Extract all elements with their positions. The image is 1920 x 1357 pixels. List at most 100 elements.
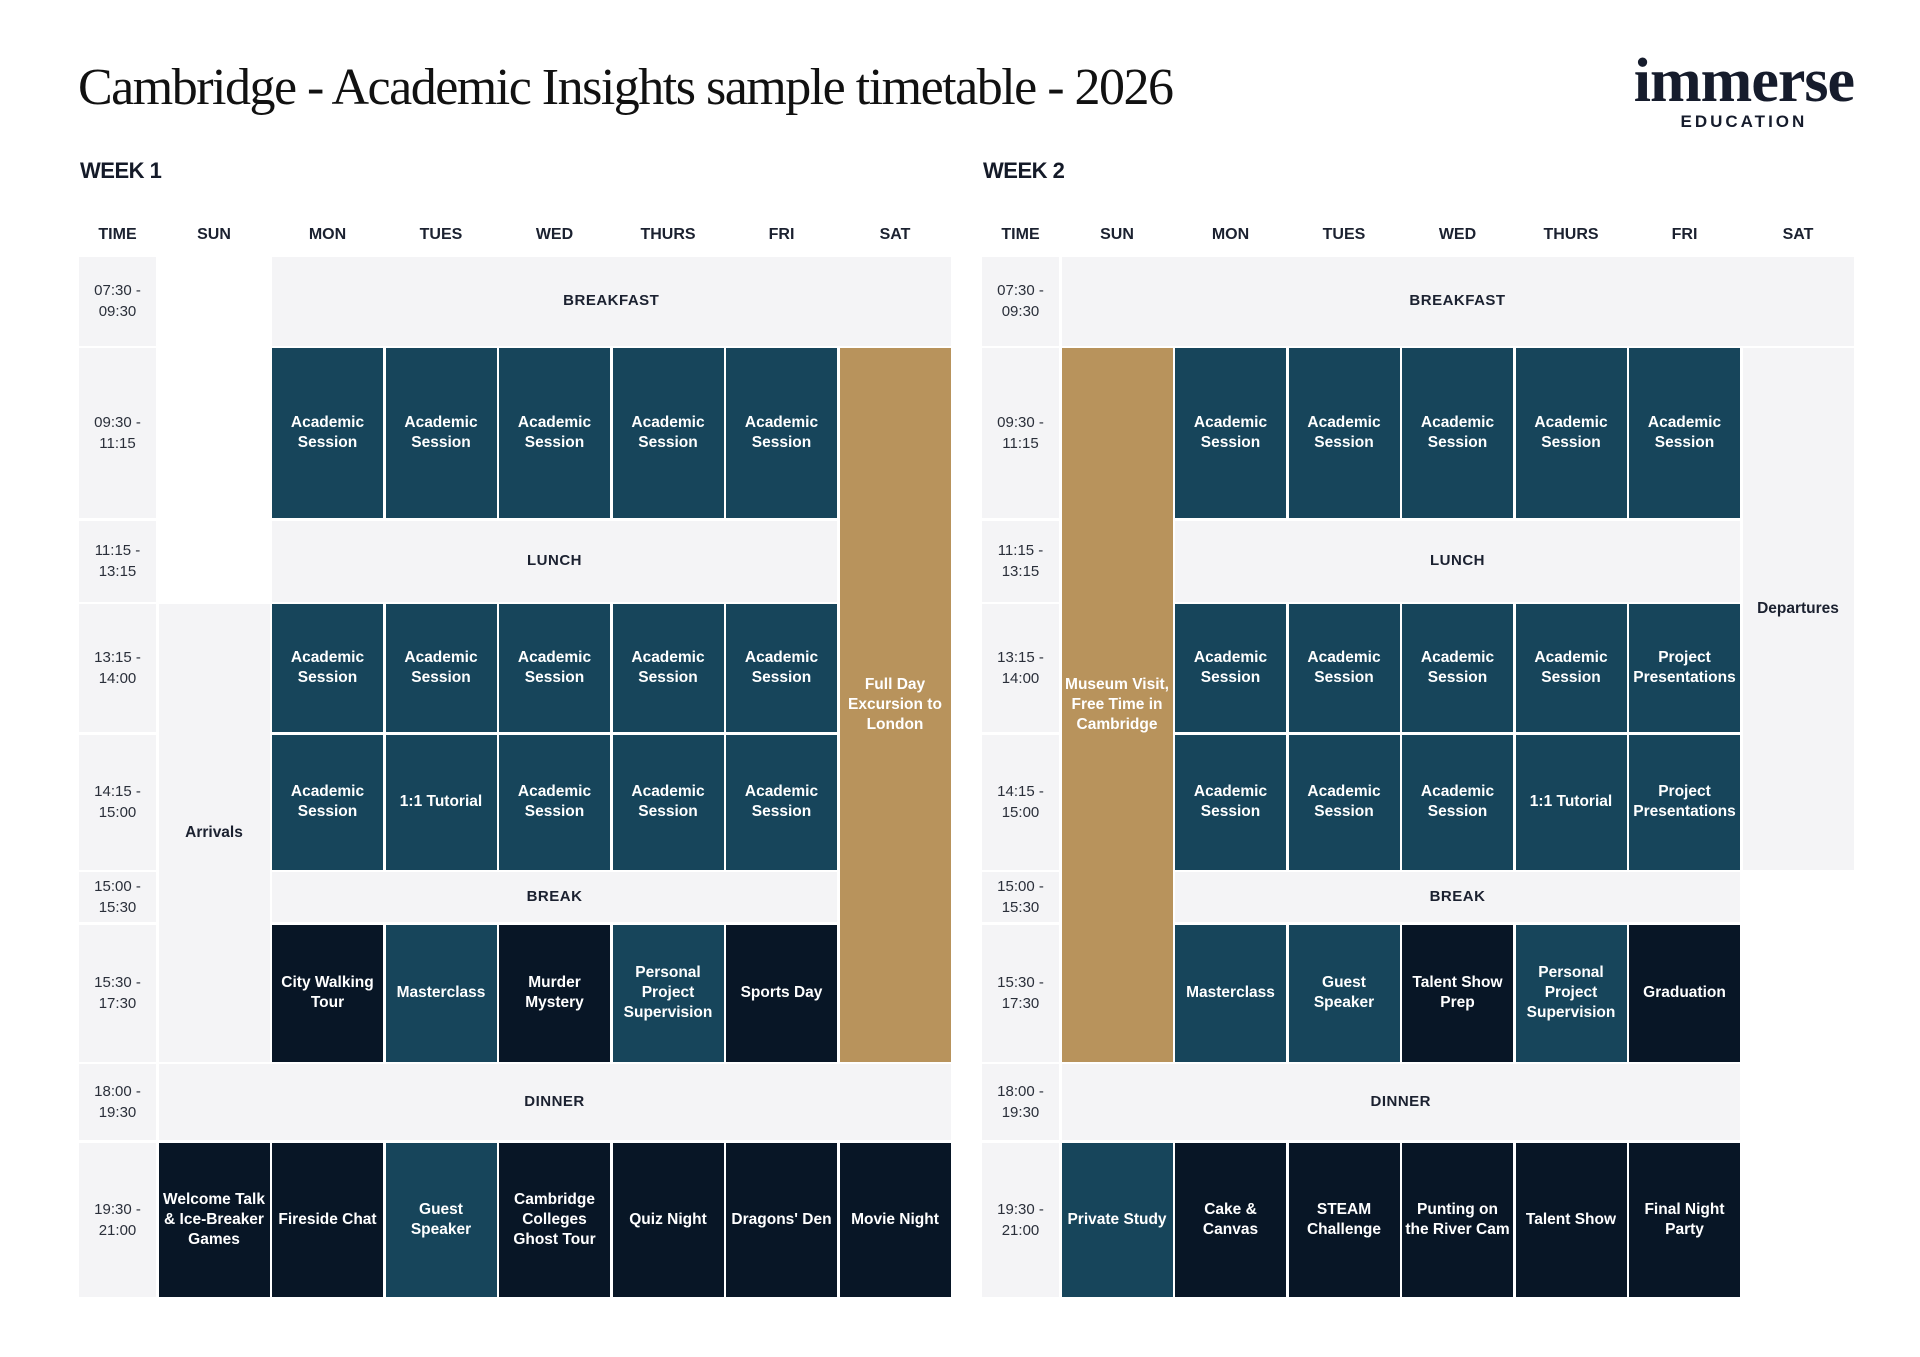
timetable-event: BREAK [1175, 872, 1740, 922]
time-slot: 07:30 - 09:30 [982, 256, 1059, 346]
timetable-event: Full Day Excursion to London [839, 348, 951, 1062]
time-slot: 15:00 - 15:30 [982, 872, 1059, 922]
time-slot: 13:15 - 14:00 [79, 604, 156, 732]
day-header-mon: MON [1211, 226, 1250, 243]
timetable-event: BREAKFAST [272, 256, 951, 346]
day-header-sat: SAT [879, 226, 911, 243]
timetable-event: Departures [1742, 348, 1854, 870]
timetable-event: Welcome Talk & Ice-Breaker Games [158, 1142, 270, 1297]
timetable-event: Academic Session [726, 348, 837, 518]
timetable-grid: TIME SUN MON TUES WED THURS FRI SAT 07:30 - 09:3… [982, 226, 1854, 1297]
day-header-thurs: THURS [1543, 226, 1599, 243]
day-header-fri: FRI [1671, 226, 1698, 243]
timetable-event: Academic Session [1288, 348, 1400, 518]
timetable-event: LUNCH [1175, 520, 1740, 602]
timetable-grid: TIME SUN MON TUES WED THURS FRI SAT 07:30 - 09:3… [79, 226, 951, 1297]
timetable-event: Punting on the River Cam [1402, 1142, 1513, 1297]
logo-subtitle: EDUCATION [1680, 112, 1808, 131]
timetable-event: Movie Night [839, 1142, 951, 1297]
timetable-event: City Walking Tour [272, 924, 383, 1062]
time-slot: 15:30 - 17:30 [982, 924, 1059, 1062]
week-2-timetable: WEEK 2 TIME SUN MON TUES WED THURS FRI SAT 07:30… [982, 158, 1854, 1297]
time-slot: 09:30 - 11:15 [982, 348, 1059, 518]
timetable-event: Fireside Chat [272, 1142, 383, 1297]
day-header-mon: MON [308, 226, 347, 243]
timetable-event: Academic Session [499, 348, 610, 518]
time-slot: 09:30 - 11:15 [79, 348, 156, 518]
timetable-event: 1:1 Tutorial [1515, 734, 1627, 870]
timetable-event: Academic Session [385, 604, 497, 732]
timetable-event: BREAK [272, 872, 837, 922]
time-slot: 14:15 - 15:00 [982, 734, 1059, 870]
timetable-event: Murder Mystery [499, 924, 610, 1062]
week-label: WEEK 1 [80, 158, 162, 183]
time-slot: 18:00 - 19:30 [982, 1064, 1059, 1140]
timetable-event: Academic Session [1175, 348, 1286, 518]
timetable-event: Graduation [1629, 924, 1740, 1062]
timetable-event: Private Study [1061, 1142, 1173, 1297]
time-slot: 15:00 - 15:30 [79, 872, 156, 922]
timetable-event: DINNER [1061, 1064, 1740, 1140]
immerse-education-logo: immerse EDUCATION [1634, 50, 1855, 132]
timetable-event: Academic Session [1288, 604, 1400, 732]
day-header-sun: SUN [197, 226, 231, 243]
timetable-event: Academic Session [1402, 734, 1513, 870]
timetable-event: BREAKFAST [1061, 256, 1854, 346]
timetable-event: Academic Session [272, 348, 383, 518]
timetable-event: Project Presentations [1629, 734, 1740, 870]
timetable-event: Academic Session [499, 604, 610, 732]
timetable-event: Cambridge Colleges Ghost Tour [499, 1142, 610, 1297]
day-header-thurs: THURS [640, 226, 696, 243]
timetable-event: Academic Session [385, 348, 497, 518]
time-slot: 11:15 - 13:15 [982, 520, 1059, 602]
timetable-event: Sports Day [726, 924, 837, 1062]
time-slot: 15:30 - 17:30 [79, 924, 156, 1062]
day-header-wed: WED [1438, 226, 1477, 243]
time-slot: 13:15 - 14:00 [982, 604, 1059, 732]
day-header-time: TIME [98, 226, 137, 243]
timetable-event: Academic Session [1402, 348, 1513, 518]
timetable-event: Academic Session [1515, 604, 1627, 732]
timetable-event: Academic Session [612, 734, 724, 870]
timetable-event: Dragons' Den [726, 1142, 837, 1297]
time-slot: 19:30 - 21:00 [79, 1142, 156, 1297]
timetable-event: Academic Session [612, 348, 724, 518]
timetable-event: Cake & Canvas [1175, 1142, 1286, 1297]
timetable-event: Guest Speaker [1288, 924, 1400, 1062]
day-header-wed: WED [535, 226, 574, 243]
timetable-event: Talent Show [1515, 1142, 1627, 1297]
time-slot: 19:30 - 21:00 [982, 1142, 1059, 1297]
timetable-event: Quiz Night [612, 1142, 724, 1297]
timetable-event: Academic Session [612, 604, 724, 732]
timetable-event: Academic Session [1175, 604, 1286, 732]
timetable-event: Project Presentations [1629, 604, 1740, 732]
week-label: WEEK 2 [983, 158, 1065, 183]
timetable-event: Arrivals [158, 604, 270, 1062]
timetable-event: Academic Session [499, 734, 610, 870]
timetable-event: LUNCH [272, 520, 837, 602]
day-header-tues: TUES [1322, 226, 1366, 243]
timetable-event: STEAM Challenge [1288, 1142, 1400, 1297]
day-header-time: TIME [1001, 226, 1040, 243]
timetable-event: Final Night Party [1629, 1142, 1740, 1297]
timetable-event: Academic Session [726, 604, 837, 732]
time-slot: 07:30 - 09:30 [79, 256, 156, 346]
timetable-event: Personal Project Supervision [612, 924, 724, 1062]
timetable-event: Masterclass [385, 924, 497, 1062]
day-header-fri: FRI [768, 226, 795, 243]
timetable-event: Academic Session [1175, 734, 1286, 870]
timetable-event: Academic Session [1515, 348, 1627, 518]
timetable-event: Masterclass [1175, 924, 1286, 1062]
day-header-tues: TUES [419, 226, 463, 243]
timetable-event: Academic Session [1402, 604, 1513, 732]
page-title: Cambridge - Academic Insights sample tim… [78, 59, 1174, 116]
timetable-event: Academic Session [1629, 348, 1740, 518]
time-slot: 14:15 - 15:00 [79, 734, 156, 870]
timetable-event: DINNER [158, 1064, 951, 1140]
timetable-event: Academic Session [272, 734, 383, 870]
day-header-sun: SUN [1100, 226, 1134, 243]
timetable-event: Guest Speaker [385, 1142, 497, 1297]
timetable-event: Talent Show Prep [1402, 924, 1513, 1062]
time-slot: 11:15 - 13:15 [79, 520, 156, 602]
timetable-event: Museum Visit, Free Time in Cambridge [1061, 348, 1173, 1062]
